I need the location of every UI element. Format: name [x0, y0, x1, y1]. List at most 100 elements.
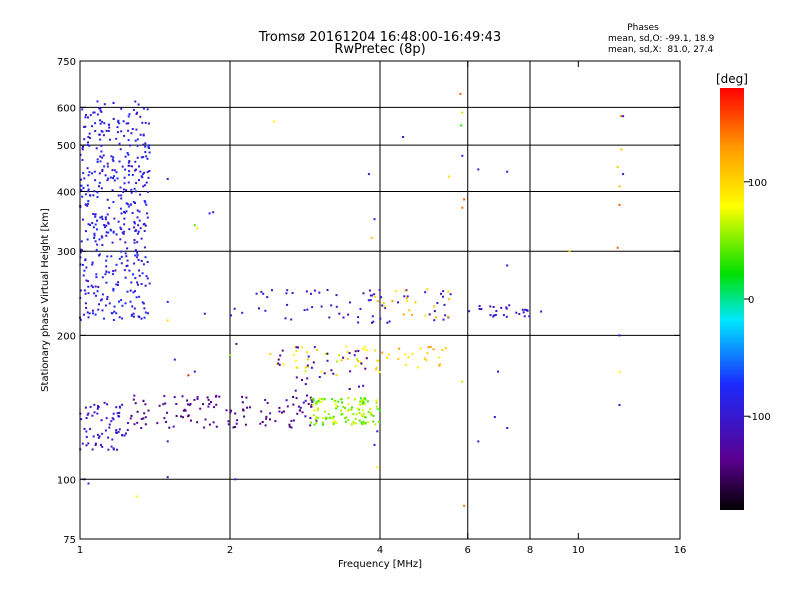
data-point [130, 314, 133, 317]
data-point [312, 398, 315, 400]
data-point [125, 122, 128, 125]
data-point [433, 319, 436, 322]
data-point [168, 426, 171, 429]
data-point [84, 116, 87, 119]
data-point [140, 156, 143, 159]
data-point [312, 361, 315, 364]
data-point [91, 448, 94, 451]
data-point [369, 294, 372, 297]
data-point [100, 110, 103, 113]
data-point [361, 409, 364, 412]
data-point [99, 119, 101, 122]
data-point [94, 223, 97, 226]
data-point [101, 218, 104, 221]
data-point [376, 359, 379, 362]
data-point [131, 128, 134, 130]
data-point [356, 407, 359, 410]
data-point [480, 308, 483, 311]
data-point [299, 406, 302, 409]
data-point [108, 126, 111, 129]
data-point [344, 417, 346, 420]
data-point [112, 418, 115, 421]
data-point [311, 397, 314, 400]
data-point [208, 403, 211, 405]
data-point [186, 399, 189, 402]
data-point [119, 148, 122, 151]
data-point [443, 303, 446, 306]
data-point [135, 168, 138, 171]
data-point [143, 171, 146, 174]
data-point [264, 399, 267, 401]
data-point [386, 356, 389, 359]
data-point [337, 400, 340, 403]
data-point [129, 144, 131, 147]
data-point [381, 304, 384, 307]
data-point [80, 178, 83, 181]
data-point [166, 177, 169, 180]
data-point [245, 396, 248, 399]
data-point [295, 359, 298, 362]
data-point [362, 384, 365, 387]
data-point [279, 354, 282, 357]
data-point [359, 400, 362, 403]
data-point [111, 158, 114, 161]
data-point [116, 284, 119, 286]
data-point [355, 413, 358, 416]
data-point [269, 412, 272, 415]
data-point [140, 427, 143, 429]
data-point [133, 394, 136, 397]
data-point [196, 421, 199, 424]
data-point [137, 232, 139, 235]
data-point [406, 295, 409, 298]
data-point [331, 398, 334, 400]
data-point [442, 318, 445, 321]
data-point [143, 230, 146, 232]
x-tick-label: 8 [527, 545, 533, 556]
data-point [229, 411, 232, 414]
data-point [142, 133, 145, 136]
data-point [90, 284, 93, 287]
data-point [369, 408, 372, 410]
data-point [85, 114, 87, 116]
data-point [88, 171, 91, 174]
data-point [357, 349, 360, 352]
data-point [521, 308, 524, 311]
data-point [140, 283, 143, 285]
data-point [207, 405, 210, 408]
data-point [101, 156, 104, 159]
data-point [362, 412, 365, 415]
data-point [113, 217, 116, 220]
data-point [83, 427, 86, 430]
data-point [118, 122, 121, 125]
data-point [101, 130, 104, 133]
data-point [120, 262, 123, 265]
data-point [134, 402, 137, 405]
data-point [367, 411, 370, 413]
data-point [133, 262, 136, 265]
data-point [120, 107, 123, 110]
data-point [112, 201, 115, 203]
data-point [125, 432, 127, 435]
data-point [361, 347, 364, 350]
data-point [349, 370, 352, 373]
data-point [187, 374, 190, 377]
data-point [127, 129, 130, 132]
data-point [163, 395, 166, 398]
data-point [325, 418, 328, 420]
data-point [100, 144, 103, 147]
data-point [93, 170, 96, 173]
data-point [144, 403, 147, 406]
data-point [261, 421, 264, 423]
y-tick-label: 500 [57, 141, 76, 152]
data-point [122, 188, 125, 191]
data-point [119, 238, 122, 241]
data-point [444, 314, 447, 317]
data-point [117, 430, 120, 433]
data-point [112, 101, 115, 104]
data-point [463, 198, 466, 201]
data-point [146, 157, 149, 160]
data-point [286, 289, 289, 292]
y-tick-label: 100 [57, 475, 76, 486]
data-point [96, 407, 99, 410]
